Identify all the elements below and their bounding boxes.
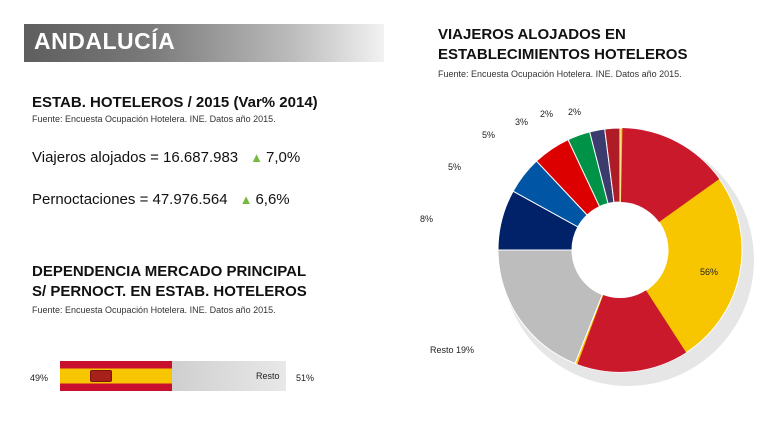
up-triangle-icon: ▲ — [250, 150, 264, 165]
metric-pernoctaciones-label: Pernoctaciones = 47.976.564 — [32, 191, 228, 208]
metric-pernoctaciones-variation: 6,6% — [255, 191, 290, 208]
estab-source: Fuente: Encuesta Ocupación Hotelera. INE… — [32, 114, 276, 124]
metric-viajeros-label: Viajeros alojados = 16.687.983 — [32, 149, 239, 166]
up-triangle-icon: ▲ — [239, 192, 253, 207]
viajeros-title-line2: ESTABLECIMIENTOS HOTELEROS — [438, 46, 688, 63]
region-banner: ANDALUCÍA — [24, 24, 384, 62]
donut-label-estados-unidos: 2% — [540, 109, 553, 119]
dependencia-title: DEPENDENCIA MERCADO PRINCIPAL S/ PERNOCT… — [32, 262, 307, 302]
dependencia-title-line2: S/ PERNOCT. EN ESTAB. HOTELEROS — [32, 283, 307, 300]
viajeros-title: VIAJEROS ALOJADOS EN ESTABLECIMIENTOS HO… — [438, 25, 687, 65]
metric-viajeros: Viajeros alojados = 16.687.983 ▲ 7,0% — [32, 149, 300, 166]
viajeros-source: Fuente: Encuesta Ocupación Hotelera. INE… — [438, 69, 682, 79]
spain-coat-of-arms-icon — [90, 370, 112, 382]
donut-slice-espana-red-band-bottom — [577, 250, 687, 372]
dependencia-bar-resto — [172, 361, 286, 391]
metric-viajeros-variation: 7,0% — [266, 149, 301, 166]
donut-label-resto: Resto 19% — [430, 345, 474, 355]
donut-label-italia: 3% — [515, 117, 528, 127]
dependencia-bar-spain — [60, 361, 172, 391]
dependencia-title-line1: DEPENDENCIA MERCADO PRINCIPAL — [32, 263, 307, 280]
dependencia-left-value: 49% — [30, 373, 49, 383]
viajeros-donut-chart: 56% Resto 19% 8% 5% 5% 3% 2% 2% — [420, 107, 754, 386]
donut-label-francia: 5% — [448, 162, 461, 172]
region-title: ANDALUCÍA — [34, 28, 176, 54]
donut-label-países-bajos: 2% — [568, 107, 581, 117]
donut-label-reino-unido: 8% — [420, 214, 433, 224]
donut-label-alemania: 5% — [482, 130, 495, 140]
dependencia-source: Fuente: Encuesta Ocupación Hotelera. INE… — [32, 305, 276, 315]
dependencia-right-value: 51% — [296, 373, 315, 383]
metric-pernoctaciones: Pernoctaciones = 47.976.564 ▲ 6,6% — [32, 191, 290, 208]
estab-title: ESTAB. HOTELEROS / 2015 (Var% 2014) — [32, 94, 318, 111]
dependencia-bar: Resto — [60, 361, 286, 391]
donut-label-españa: 56% — [700, 267, 718, 277]
viajeros-title-line1: VIAJEROS ALOJADOS EN — [438, 26, 626, 43]
dependencia-rest-label: Resto — [256, 371, 280, 381]
donut-hole — [572, 202, 668, 298]
